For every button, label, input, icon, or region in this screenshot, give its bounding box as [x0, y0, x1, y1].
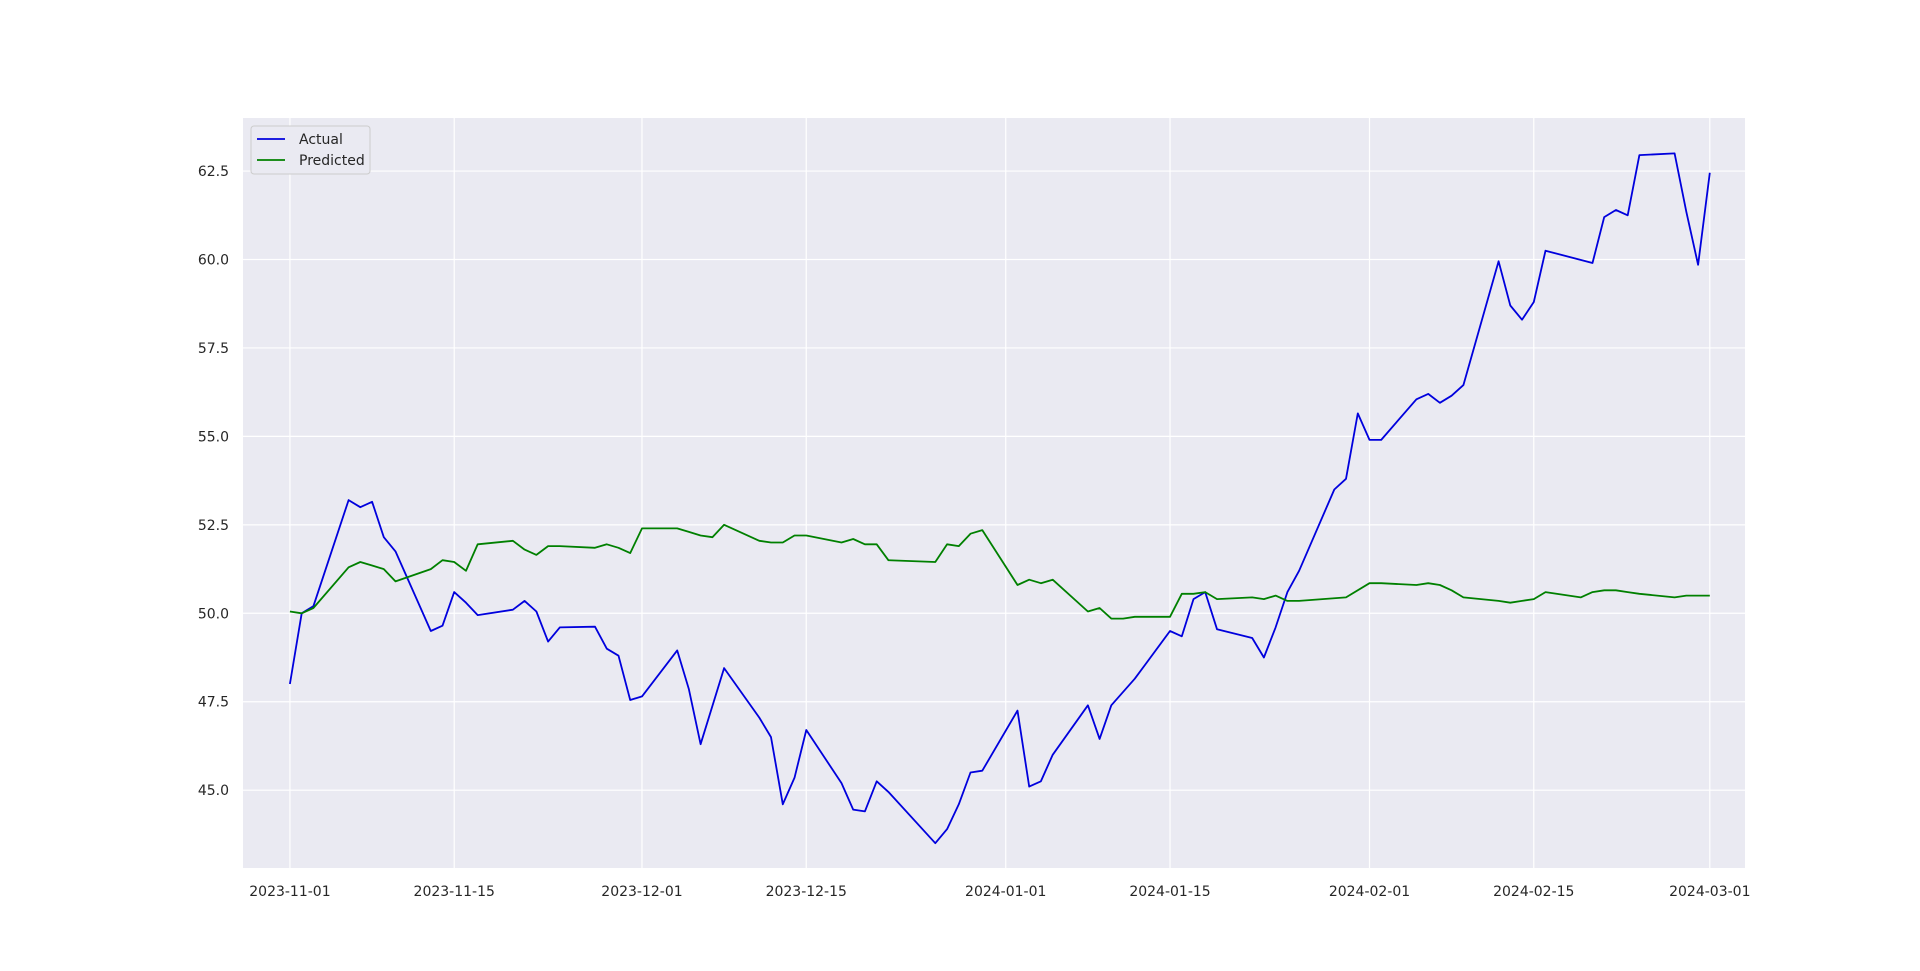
x-tick-label: 2023-12-01 [601, 884, 682, 900]
y-tick-label: 45.0 [198, 783, 229, 799]
series-line-predicted [289, 523, 1710, 620]
x-tick-label: 2023-11-15 [414, 884, 495, 900]
y-tick-label: 57.5 [198, 341, 229, 357]
legend: Actual Predicted [250, 125, 371, 175]
x-tick-label: 2024-02-15 [1493, 884, 1574, 900]
plot-area [243, 118, 1745, 868]
x-tick-label: 2024-01-15 [1129, 884, 1210, 900]
x-tick-label: 2024-01-01 [965, 884, 1046, 900]
series-line-actual [289, 152, 1711, 845]
series-lines [289, 152, 1711, 845]
y-tick-label: 52.5 [198, 518, 229, 534]
x-tick-label: 2023-11-01 [249, 884, 330, 900]
y-tick-label: 47.5 [198, 695, 229, 711]
y-tick-label: 62.5 [198, 164, 229, 180]
legend-label-predicted: Predicted [299, 153, 365, 169]
x-tick-label: 2023-12-15 [766, 884, 847, 900]
y-tick-label: 50.0 [198, 606, 229, 622]
legend-label-actual: Actual [299, 132, 343, 148]
x-tick-label: 2024-03-01 [1669, 884, 1750, 900]
x-tick-label: 2024-02-01 [1329, 884, 1410, 900]
legend-box [250, 125, 371, 175]
y-tick-label: 55.0 [198, 429, 229, 445]
x-axis-ticks: 2023-11-01 2023-11-15 2023-12-01 2023-12-15… [249, 884, 1750, 900]
y-axis-ticks: 45.0 47.5 50.0 52.5 55.0 57.5 60.0 62.5 [198, 164, 229, 799]
y-tick-label: 60.0 [198, 253, 229, 269]
